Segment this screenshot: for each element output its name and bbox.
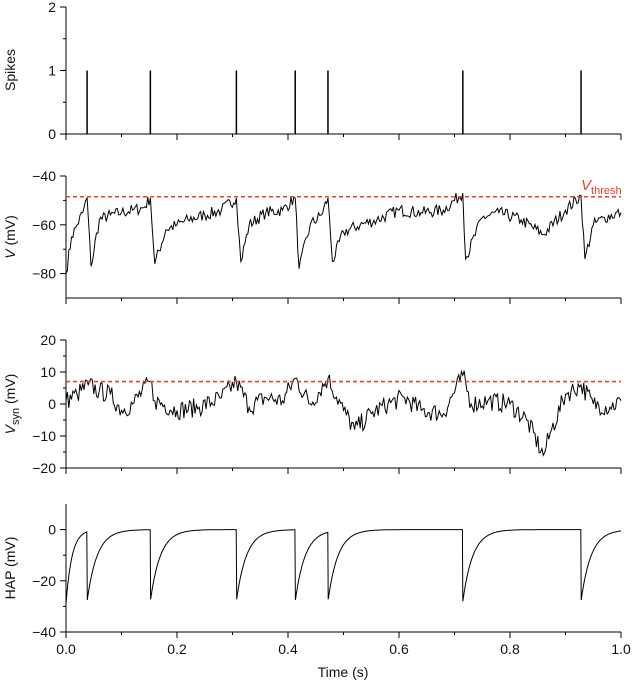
spikes-panel: Spikes 0 1 2 (2, 0, 622, 142)
hap-y-title: HAP (mV) (2, 537, 18, 600)
vsyn-panel: Vsyn (mV) −20 −10 0 10 20 (2, 332, 622, 476)
spikes-ytick-label: 1 (48, 63, 56, 79)
hap-xtick-label: 0.0 (56, 641, 76, 657)
voltage-ytick-label: −60 (32, 217, 56, 233)
voltage-ytick-label: −80 (32, 266, 56, 282)
voltage-y-title-symbol: V (2, 248, 18, 259)
hap-ytick-label: 0 (48, 522, 56, 538)
spikes-y-title: Spikes (2, 49, 18, 91)
spikes-ytick-label: 0 (48, 126, 56, 142)
vsyn-y-title: Vsyn (mV) (2, 374, 22, 435)
vsyn-trace (65, 369, 622, 457)
vsyn-ytick-label: −10 (32, 428, 56, 444)
voltage-panel: V (mV) −80 −60 −40 Vthresh (2, 168, 622, 304)
spikes-ytick-label: 2 (48, 0, 56, 15)
vsyn-ytick-label: −20 (32, 460, 56, 476)
hap-xtick-label: 0.8 (500, 641, 520, 657)
hap-xtick-label: 0.4 (278, 641, 298, 657)
hap-xtick-label: 1.0 (611, 641, 631, 657)
vsyn-ytick-label: 0 (48, 396, 56, 412)
x-axis-title: Time (s) (318, 664, 369, 680)
voltage-y-title-unit: (mV) (2, 215, 18, 249)
voltage-threshold-label: Vthresh (581, 177, 622, 197)
vsyn-ytick-label: 10 (40, 364, 56, 380)
hap-xtick-label: 0.6 (389, 641, 409, 657)
hap-trace (65, 529, 622, 604)
hap-panel: HAP (mV) −40 −20 0 0.0 0.2 0.4 0.6 0.8 1.0 Time… (2, 504, 631, 680)
voltage-trace (65, 193, 622, 274)
vsyn-ytick-label: 20 (40, 332, 56, 348)
hap-ytick-label: −40 (32, 624, 56, 640)
voltage-y-title: V (mV) (2, 215, 18, 259)
hap-xtick-label: 0.2 (167, 641, 187, 657)
voltage-ytick-label: −40 (32, 168, 56, 184)
hap-ytick-label: −20 (32, 573, 56, 589)
